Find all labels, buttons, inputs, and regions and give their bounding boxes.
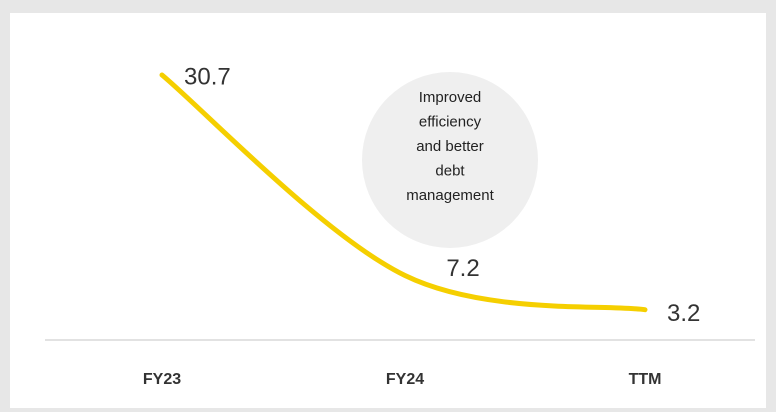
annotation-text: efficiency — [419, 113, 482, 130]
data-label: 30.7 — [184, 63, 231, 90]
annotation-text: management — [406, 187, 494, 204]
x-tick-label: FY23 — [143, 371, 181, 388]
annotation-bubble — [362, 72, 538, 248]
annotation-text: and better — [416, 138, 484, 155]
x-tick-label: TTM — [629, 371, 662, 388]
annotation-text: debt — [435, 162, 465, 179]
data-label: 7.2 — [446, 255, 479, 282]
line — [159, 72, 648, 313]
data-label: 3.2 — [667, 300, 700, 327]
x-tick-label: FY24 — [386, 371, 424, 388]
annotation-text: Improved — [419, 89, 482, 106]
